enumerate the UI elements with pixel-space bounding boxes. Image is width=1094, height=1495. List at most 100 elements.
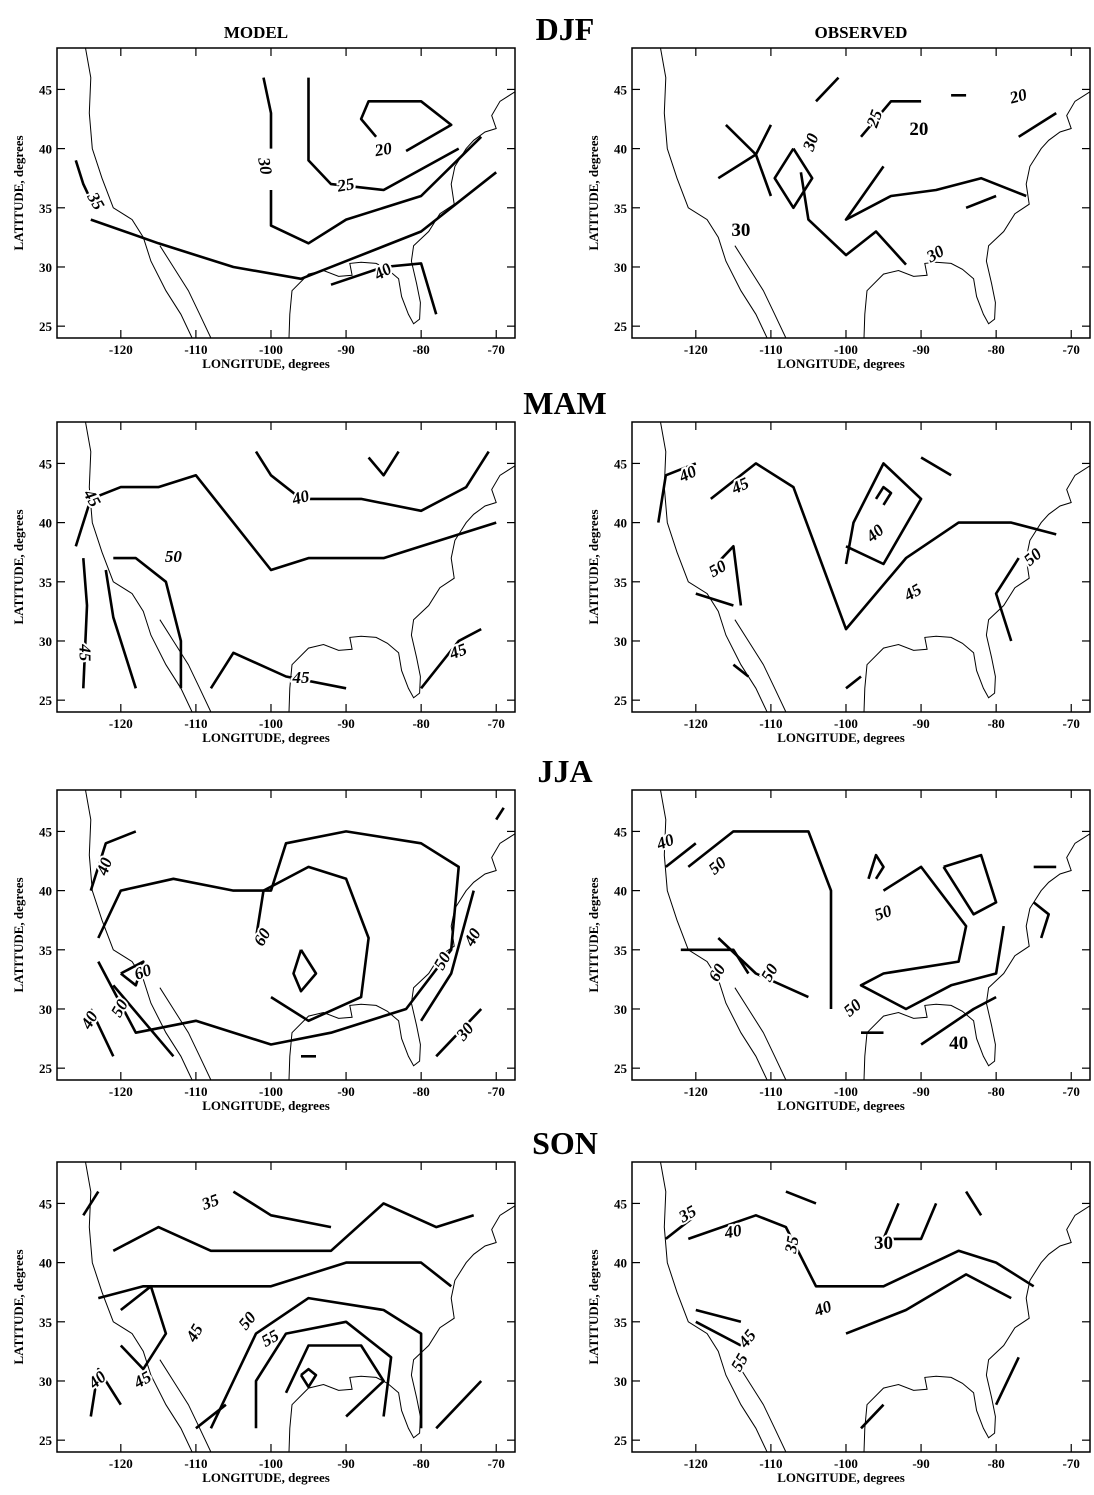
x-tick-label: -90 <box>337 716 354 731</box>
contour-label: 40 <box>76 1007 102 1033</box>
y-tick-label: 35 <box>39 201 53 216</box>
y-tick-label: 35 <box>39 575 53 590</box>
y-tick-label: 30 <box>39 1374 52 1389</box>
x-tick-label: -80 <box>412 342 429 357</box>
plot-frame <box>56 789 516 1081</box>
contour-label: 20 <box>909 119 928 140</box>
contour-line <box>262 77 273 149</box>
contour-line <box>359 100 453 153</box>
contour-line <box>97 830 460 1046</box>
y-tick-label: 35 <box>39 943 53 958</box>
y-tick-label: 40 <box>614 516 627 531</box>
contour-line <box>732 663 750 678</box>
contour-line <box>1018 112 1057 138</box>
contour-label: 50 <box>165 547 183 566</box>
contour-line <box>994 557 1020 642</box>
contour-label: 35 <box>675 1201 701 1227</box>
x-tick-label: -120 <box>109 342 133 357</box>
coastline <box>85 48 515 338</box>
contour-label: 40 <box>949 1033 968 1054</box>
contour-line <box>82 557 89 689</box>
contour-line <box>657 462 697 523</box>
x-tick-label: -90 <box>912 342 929 357</box>
x-tick-label: -90 <box>912 1456 929 1471</box>
x-tick-label: -120 <box>109 716 133 731</box>
contour-line <box>844 462 923 566</box>
y-tick-label: 40 <box>39 142 52 157</box>
contour-label: 50 <box>234 1308 260 1334</box>
contour-line <box>994 1356 1020 1406</box>
contour-label: 45 <box>130 1367 156 1393</box>
y-tick-label: 25 <box>614 1061 628 1076</box>
contour-line <box>254 450 490 513</box>
contour-line <box>495 807 505 821</box>
contour-label: 45 <box>446 639 470 663</box>
contour-label: 45 <box>182 1320 208 1346</box>
y-tick-label: 30 <box>39 260 52 275</box>
x-axis-label: LONGITUDE, degrees <box>202 730 330 745</box>
x-axis-label: LONGITUDE, degrees <box>202 356 330 371</box>
x-tick-label: -90 <box>337 1084 354 1099</box>
y-tick-label: 45 <box>39 456 53 471</box>
y-tick-label: 25 <box>614 693 628 708</box>
contour-line <box>330 262 438 315</box>
contour-label: 40 <box>370 259 396 285</box>
x-axis-label: LONGITUDE, degrees <box>777 1470 905 1485</box>
x-tick-label: -100 <box>259 1084 283 1099</box>
y-tick-label: 30 <box>39 634 52 649</box>
x-axis-label: LONGITUDE, degrees <box>777 730 905 745</box>
contour-line <box>97 1261 453 1300</box>
contour-line <box>717 153 773 197</box>
contour-label: 50 <box>872 901 895 925</box>
contour-label: 30 <box>254 155 276 177</box>
plot-frame <box>56 421 516 713</box>
x-tick-label: -70 <box>488 716 505 731</box>
season-title: JJA <box>537 753 592 789</box>
x-tick-label: -110 <box>184 1456 207 1471</box>
contour-line <box>942 853 998 916</box>
plot-frame <box>56 1161 516 1453</box>
contour-line <box>724 123 773 156</box>
contour-label: 60 <box>250 925 275 950</box>
coastline <box>660 48 1090 338</box>
plot-frame <box>631 421 1091 713</box>
y-axis-label: LATITUDE, degrees <box>586 509 601 624</box>
contour-line <box>680 948 750 975</box>
x-tick-label: -80 <box>412 716 429 731</box>
contour-line <box>844 165 1027 221</box>
contour-line <box>860 100 922 138</box>
y-tick-label: 25 <box>39 693 53 708</box>
contour-line <box>420 627 482 690</box>
contour-line <box>74 160 96 209</box>
y-tick-label: 25 <box>39 1061 53 1076</box>
y-tick-label: 35 <box>39 1315 53 1330</box>
y-tick-label: 25 <box>39 1433 53 1448</box>
x-tick-label: -80 <box>412 1456 429 1471</box>
y-tick-label: 45 <box>39 824 53 839</box>
contour-line <box>367 450 400 477</box>
x-tick-label: -70 <box>1063 1456 1080 1471</box>
contour-line <box>112 984 175 1058</box>
contour-label: 30 <box>731 220 750 241</box>
contour-label: 40 <box>653 830 677 854</box>
contour-label: 35 <box>198 1190 222 1214</box>
contour-label: 50 <box>1020 544 1046 570</box>
contour-line <box>74 474 497 572</box>
x-axis-label: LONGITUDE, degrees <box>202 1098 330 1113</box>
x-tick-label: -80 <box>987 1456 1004 1471</box>
contour-label: 45 <box>900 580 926 606</box>
contour-line <box>717 937 809 999</box>
y-tick-label: 40 <box>614 884 627 899</box>
contour-line <box>773 147 814 210</box>
contour-label: 40 <box>722 1221 744 1243</box>
contour-line <box>965 194 997 210</box>
contour-line <box>882 1202 938 1241</box>
x-tick-label: -70 <box>1063 716 1080 731</box>
contour-label: 25 <box>335 174 357 196</box>
y-tick-label: 45 <box>39 82 53 97</box>
contour-line <box>89 830 137 891</box>
